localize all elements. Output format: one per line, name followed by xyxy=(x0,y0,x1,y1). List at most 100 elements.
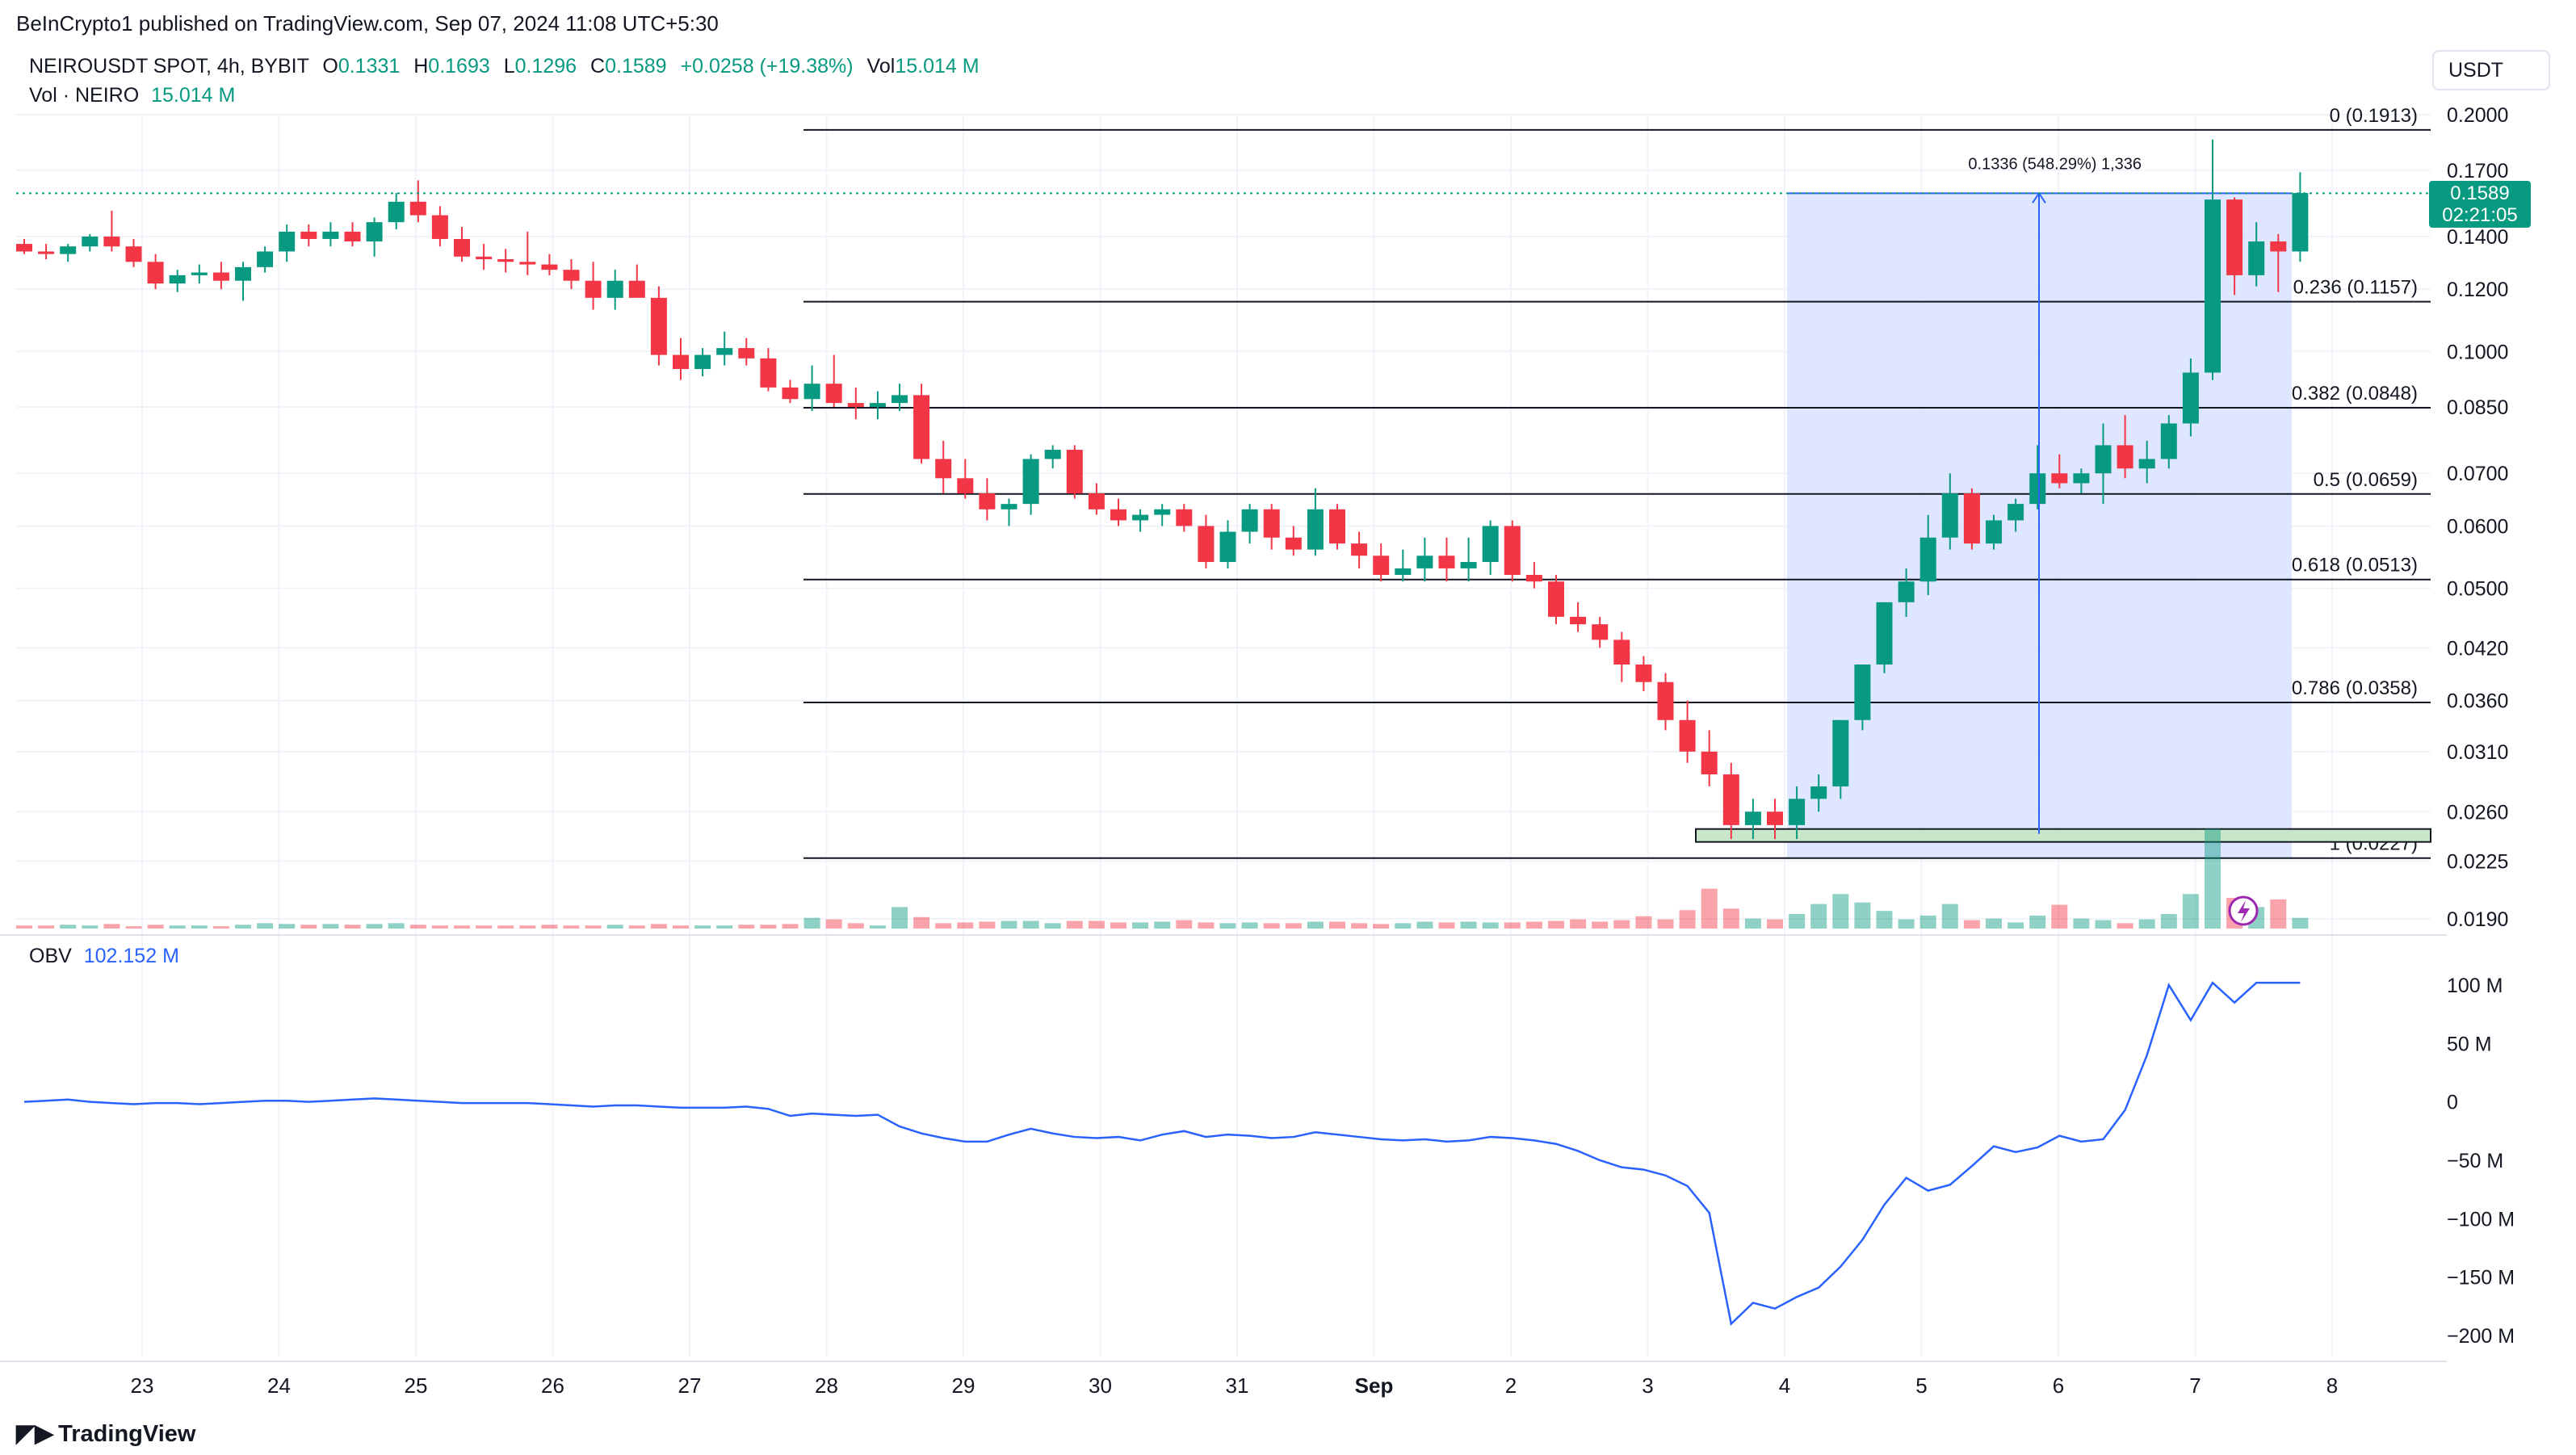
candle-body xyxy=(1679,719,1696,752)
brand-name: TradingView xyxy=(58,1421,196,1447)
open-value: 0.1331 xyxy=(338,55,401,78)
obv-axis: 100 M 50 M 0 −50 M −100 M −150 M −200 M xyxy=(2447,975,2515,1348)
candle-body xyxy=(82,236,99,247)
price-tick-label: 0.0190 xyxy=(2447,908,2508,931)
lightning-icon[interactable] xyxy=(2228,895,2259,926)
fib-level-label: 0.236 (0.1157) xyxy=(2293,277,2418,299)
volume-bar xyxy=(147,925,164,929)
volume-bar xyxy=(2182,894,2199,929)
candle-body xyxy=(847,403,864,408)
candle-body xyxy=(125,246,142,262)
volume-bar xyxy=(82,925,99,929)
volume-bar xyxy=(1679,910,1696,929)
candle-body xyxy=(1963,493,1980,544)
obv-tick-label: −200 M xyxy=(2447,1325,2515,1348)
last-price-value: 0.1589 xyxy=(2450,182,2510,204)
candle-body xyxy=(366,222,383,242)
candle-body xyxy=(1986,520,2002,544)
volume-bar xyxy=(1373,924,1390,929)
candle-body xyxy=(1176,509,1193,526)
volume-bar xyxy=(892,907,908,929)
candle-body xyxy=(1285,537,1302,550)
time-tick-label: 4 xyxy=(1779,1373,1790,1398)
obv-legend[interactable]: OBV 102.152 M xyxy=(29,945,179,968)
volume-bar xyxy=(1416,921,1433,929)
candle-body xyxy=(1919,537,1936,582)
volume-bar xyxy=(563,925,580,929)
candle-body xyxy=(235,266,251,281)
tradingview-logo[interactable]: ◤▶ TradingView xyxy=(16,1419,195,1448)
candle-body xyxy=(1701,751,1718,775)
candle-body xyxy=(2205,199,2221,373)
volume-bar xyxy=(1919,915,1936,929)
volume-bar xyxy=(60,925,77,929)
volume-bar xyxy=(1110,922,1126,929)
volume-legend-label: Vol · NEIRO xyxy=(29,84,140,107)
volume-bar xyxy=(1986,918,2002,929)
volume-bar xyxy=(606,925,623,929)
candle-body xyxy=(476,256,493,260)
last-price-tag: 0.1589 02:21:05 xyxy=(2429,181,2531,228)
volume-bar xyxy=(1176,920,1193,929)
volume-bar xyxy=(1701,888,1718,929)
candle-body xyxy=(563,270,580,281)
volume-bar xyxy=(760,925,777,929)
volume-bar xyxy=(2205,828,2221,929)
volume-bar xyxy=(38,925,55,929)
symbol-name[interactable]: NEIROUSDT SPOT, 4h, BYBIT xyxy=(29,55,309,78)
candle-body xyxy=(300,231,317,239)
volume-bar xyxy=(1789,913,1806,929)
volume-bar xyxy=(1241,922,1258,929)
candle-body xyxy=(1876,602,1893,665)
obv-legend-label: OBV xyxy=(29,945,72,967)
volume-bar xyxy=(1744,918,1761,929)
candle-body xyxy=(519,262,536,265)
volume-bar xyxy=(1525,921,1542,929)
time-tick-label: 5 xyxy=(1915,1373,1927,1398)
candle-body xyxy=(2160,423,2177,459)
candle-body xyxy=(1416,556,1433,568)
candle-body xyxy=(38,251,55,254)
volume-bar xyxy=(2073,918,2090,929)
time-tick-label: 26 xyxy=(541,1373,564,1398)
candle-body xyxy=(454,238,470,257)
volume-bar xyxy=(1898,919,1915,929)
volume-bar xyxy=(431,925,448,929)
time-tick-label: 25 xyxy=(405,1373,428,1398)
candle-body xyxy=(2138,459,2155,469)
candle-body xyxy=(738,348,755,359)
currency-selector[interactable]: USDT xyxy=(2432,50,2550,90)
volume-bar xyxy=(1001,920,1017,929)
candle-body xyxy=(1044,450,1061,459)
volume-bar xyxy=(1876,911,1893,929)
candle-body xyxy=(60,246,77,254)
candle-body xyxy=(497,259,514,262)
volume-bar xyxy=(541,925,558,929)
candle-body xyxy=(169,275,186,284)
candle-body xyxy=(388,201,405,223)
candle-body xyxy=(1548,581,1564,617)
volume-bar xyxy=(869,925,886,929)
volume-bar xyxy=(454,925,470,929)
candle-body xyxy=(1744,811,1761,825)
volume-bar xyxy=(2095,920,2112,929)
obv-tick-label: −50 M xyxy=(2447,1150,2503,1172)
time-tick-label: 29 xyxy=(952,1373,975,1398)
candle-body xyxy=(1832,719,1849,786)
volume-bar xyxy=(1263,923,1280,929)
time-tick-label: 30 xyxy=(1089,1373,1112,1398)
obv-line xyxy=(23,981,2301,1327)
candle-body xyxy=(1154,509,1171,515)
volume-legend[interactable]: Vol · NEIRO 15.014 M xyxy=(29,84,235,107)
candle-body xyxy=(212,272,229,281)
measure-label: 0.1336 (548.29%) 1,336 xyxy=(1968,155,2142,173)
time-tick-label: 7 xyxy=(2189,1373,2201,1398)
high-label: H xyxy=(413,55,429,78)
price-axis: 0.2000 0.1700 0.1400 0.1200 0.1000 0.0850 0.07… xyxy=(2447,104,2508,931)
candle-body xyxy=(892,395,908,404)
volume-bar xyxy=(2138,919,2155,929)
volume-bar xyxy=(673,925,689,929)
close-value: 0.1589 xyxy=(605,55,667,78)
obv-tick-label: 0 xyxy=(2447,1092,2458,1114)
